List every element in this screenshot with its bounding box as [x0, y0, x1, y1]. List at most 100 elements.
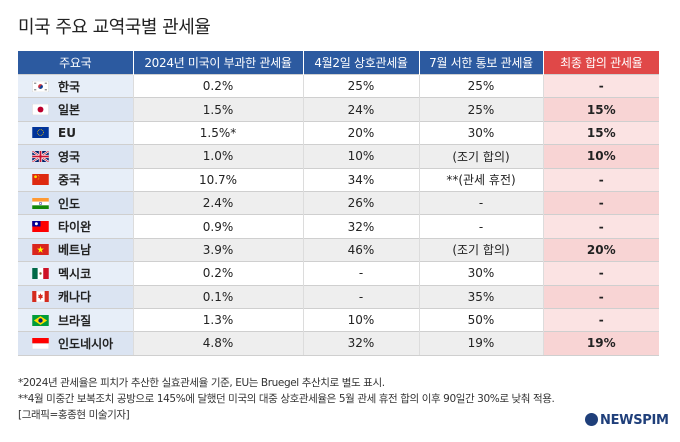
tariff-final-cell: - — [543, 214, 659, 239]
table-row: 인도 2.4% 26% - - — [18, 190, 659, 215]
tariff-final-cell: 15% — [543, 120, 659, 145]
country-cell: 일본 — [18, 97, 134, 122]
table-row: 일본 1.5% 24% 25% 15% — [18, 97, 659, 122]
table-row: 중국 10.7% 34% **(관세 휴전) - — [18, 167, 659, 192]
eu-flag-icon — [32, 126, 49, 138]
tariff-2024-cell: 10.7% — [133, 167, 304, 192]
tariff-2024-cell: 1.3% — [133, 307, 304, 332]
country-name: 일본 — [58, 103, 81, 118]
tw-flag-icon — [32, 221, 49, 233]
country-cell: 인도 — [18, 190, 134, 215]
country-cell: 인도네시아 — [18, 331, 134, 356]
col-header-apr2: 4월2일 상호관세율 — [303, 51, 420, 75]
tariff-2024-cell: 2.4% — [133, 190, 304, 215]
tariff-jul-cell: 30% — [419, 261, 544, 286]
tariff-2024-cell: 0.9% — [133, 214, 304, 239]
tariff-final-cell: 19% — [543, 331, 659, 356]
tariff-apr2-cell: 34% — [303, 167, 420, 192]
vn-flag-icon — [32, 244, 49, 256]
country-cell: EU — [18, 120, 134, 145]
country-cell: 한국 — [18, 73, 134, 98]
newspim-logo: NEWSPIM — [585, 413, 669, 428]
footnotes: *2024년 관세율은 피치가 추산한 실효관세율 기준, EU는 Bruege… — [18, 375, 555, 423]
country-cell: 멕시코 — [18, 261, 134, 286]
tariff-jul-cell: 19% — [419, 331, 544, 356]
tariff-final-cell: - — [543, 190, 659, 215]
tariff-apr2-cell: 10% — [303, 307, 420, 332]
col-header-final: 최종 합의 관세율 — [543, 51, 659, 75]
tariff-apr2-cell: 25% — [303, 73, 420, 98]
cn-flag-icon — [32, 174, 49, 186]
id-flag-icon — [32, 337, 49, 350]
tariff-apr2-cell: 46% — [303, 237, 420, 262]
tariff-jul-cell: 50% — [419, 307, 544, 332]
tariff-2024-cell: 3.9% — [133, 237, 304, 262]
logo-text: NEWSPIM — [600, 413, 669, 428]
tariff-apr2-cell: - — [303, 261, 420, 286]
table-row: 한국 0.2% 25% 25% - — [18, 73, 659, 98]
tariff-final-cell: - — [543, 73, 659, 98]
table-row: 브라질 1.3% 10% 50% - — [18, 307, 659, 332]
col-header-country: 주요국 — [18, 51, 134, 75]
in-flag-icon — [32, 197, 49, 209]
country-name: 한국 — [58, 79, 81, 94]
table-row: EU 1.5%* 20% 30% 15% — [18, 120, 659, 145]
table-row: 베트남 3.9% 46% (조기 합의) 20% — [18, 237, 659, 262]
tariff-2024-cell: 0.2% — [133, 73, 304, 98]
country-cell: 베트남 — [18, 237, 134, 262]
tariff-apr2-cell: 20% — [303, 120, 420, 145]
table-row: 타이완 0.9% 32% - - — [18, 214, 659, 239]
country-name: 중국 — [58, 173, 81, 188]
tariff-jul-cell: 25% — [419, 73, 544, 98]
tariff-table: 주요국 2024년 미국이 부과한 관세율 4월2일 상호관세율 7월 서한 통… — [18, 51, 659, 356]
table-row: 영국 1.0% 10% (조기 합의) 10% — [18, 144, 659, 169]
table-row: 캐나다 0.1% -35% - — [18, 284, 659, 309]
tariff-final-cell: 20% — [543, 237, 659, 262]
footnote-2: **4월 미중간 보복조치 공방으로 145%에 달했던 미국의 대중 상호관세… — [18, 393, 555, 405]
tariff-jul-cell: - — [419, 190, 544, 215]
country-cell: 타이완 — [18, 214, 134, 239]
tariff-jul-cell: (조기 합의) — [419, 144, 544, 169]
tariff-final-cell: - — [543, 167, 659, 192]
tariff-2024-cell: 0.2% — [133, 261, 304, 286]
country-name: 브라질 — [58, 313, 92, 328]
tariff-2024-cell: 4.8% — [133, 331, 304, 356]
tariff-apr2-cell: - — [303, 284, 420, 309]
table-header-row: 주요국 2024년 미국이 부과한 관세율 4월2일 상호관세율 7월 서한 통… — [18, 51, 659, 75]
country-cell: 캐나다 — [18, 284, 134, 309]
table-row: 멕시코 0.2% -30% - — [18, 261, 659, 286]
country-name: 인도네시아 — [58, 336, 114, 351]
kr-flag-icon — [32, 80, 49, 92]
mx-flag-icon — [32, 267, 49, 279]
tariff-apr2-cell: 24% — [303, 97, 420, 122]
tariff-final-cell: - — [543, 284, 659, 309]
jp-flag-icon — [32, 103, 49, 116]
tariff-final-cell: - — [543, 261, 659, 286]
tariff-jul-cell: 30% — [419, 120, 544, 145]
tariff-jul-cell: - — [419, 214, 544, 239]
tariff-apr2-cell: 32% — [303, 214, 420, 239]
uk-flag-icon — [31, 149, 50, 163]
country-cell: 영국 — [18, 144, 134, 169]
tariff-apr2-cell: 26% — [303, 190, 420, 215]
tariff-jul-cell: (조기 합의) — [419, 237, 544, 262]
country-name: 멕시코 — [58, 266, 92, 281]
table-row: 인도네시아 4.8% 32% 19% 19% — [18, 331, 659, 356]
logo-icon — [585, 413, 598, 426]
ca-flag-icon — [32, 290, 49, 303]
country-name: 캐나다 — [58, 290, 92, 305]
credit-line: [그래픽=홍종현 미술기자] — [18, 409, 130, 421]
tariff-apr2-cell: 10% — [303, 144, 420, 169]
country-cell: 중국 — [18, 167, 134, 192]
br-flag-icon — [32, 314, 49, 326]
country-name: 타이완 — [58, 220, 92, 235]
tariff-jul-cell: 25% — [419, 97, 544, 122]
country-name: EU — [58, 125, 76, 140]
country-name: 베트남 — [58, 243, 92, 258]
tariff-final-cell: 15% — [543, 97, 659, 122]
page-title: 미국 주요 교역국별 관세율 — [18, 17, 211, 38]
tariff-2024-cell: 1.5% — [133, 97, 304, 122]
tariff-final-cell: - — [543, 307, 659, 332]
country-cell: 브라질 — [18, 307, 134, 332]
tariff-jul-cell: 35% — [419, 284, 544, 309]
